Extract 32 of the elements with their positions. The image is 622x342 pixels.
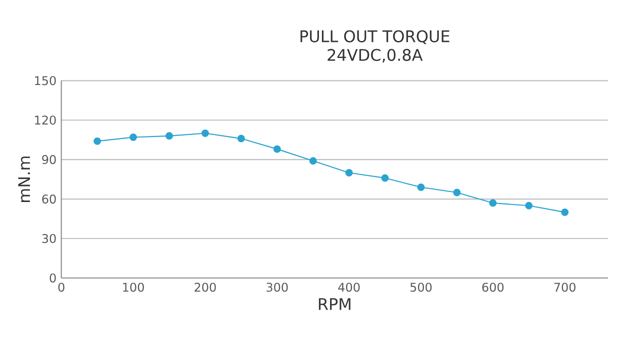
y-tick-label: 0 [50, 273, 56, 283]
x-tick-label: 0 [58, 282, 64, 292]
x-tick-label: 400 [338, 282, 360, 292]
point [237, 134, 245, 142]
point [345, 169, 353, 176]
y-tick-label: 120 [35, 116, 56, 125]
point [417, 183, 425, 191]
y-tick-label: 150 [35, 76, 56, 86]
chart-title: PULL OUT TORQUE [300, 30, 450, 44]
point [201, 130, 209, 138]
x-tick-label: 600 [482, 282, 504, 292]
point [381, 174, 389, 182]
x-tick-label: 700 [554, 282, 576, 292]
point [165, 132, 173, 140]
point [561, 208, 569, 216]
point [130, 133, 138, 141]
point [489, 199, 497, 207]
y-tick-label: 30 [42, 234, 56, 244]
point [453, 188, 461, 196]
point [525, 202, 533, 210]
x-tick-label: 100 [123, 282, 144, 292]
y-tick-label: 60 [42, 194, 56, 204]
point [273, 145, 281, 153]
point [309, 157, 317, 165]
y-axis-title: mN.m [18, 156, 30, 202]
point [94, 137, 102, 145]
x-tick-label: 500 [410, 282, 432, 292]
x-axis-title: RPM [318, 298, 350, 310]
chart-subtitle: 24VDC,0.8A [328, 48, 423, 63]
y-tick-label: 90 [42, 155, 56, 164]
x-tick-label: 300 [266, 282, 288, 292]
x-tick-label: 200 [194, 282, 216, 292]
